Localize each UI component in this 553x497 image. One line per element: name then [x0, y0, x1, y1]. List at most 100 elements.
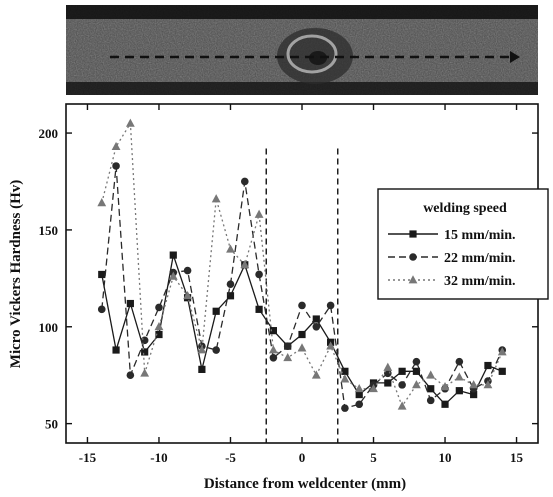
- data-point: [254, 209, 264, 218]
- data-point: [97, 197, 107, 207]
- data-point: [112, 162, 120, 170]
- data-point: [397, 401, 407, 410]
- data-point: [355, 400, 364, 409]
- data-point: [197, 345, 207, 354]
- data-point: [111, 141, 121, 151]
- data-point: [240, 259, 250, 269]
- data-point: [341, 367, 349, 375]
- data-point: [212, 307, 220, 315]
- data-point: [384, 379, 392, 387]
- data-point: [298, 330, 306, 339]
- data-point: [226, 280, 235, 288]
- data-point: [155, 303, 163, 312]
- y-axis-label: Micro Vickers Hardness (Hv): [8, 180, 24, 368]
- data-point: [484, 361, 492, 370]
- data-point: [269, 353, 278, 362]
- data-point: [183, 290, 192, 300]
- legend: welding speed 15 mm/min. 22 mm/min. 32 mm/m…: [377, 188, 549, 300]
- data-point: [426, 370, 436, 379]
- data-point: [355, 390, 363, 399]
- data-point: [283, 342, 292, 350]
- legend-box: [377, 188, 549, 300]
- data-point: [297, 343, 307, 352]
- data-point: [426, 396, 435, 405]
- series-line: [101, 121, 503, 408]
- data-point: [183, 266, 192, 275]
- data-point: [455, 387, 463, 395]
- legend-marker: [409, 230, 417, 238]
- data-point: [283, 352, 293, 362]
- arrow-head-icon: [510, 51, 520, 63]
- data-point: [298, 301, 306, 310]
- data-point: [154, 321, 164, 331]
- data-point: [255, 270, 263, 279]
- legend-title: welding speed: [423, 201, 507, 216]
- y-tick-label: 200: [39, 126, 59, 141]
- data-point: [341, 404, 349, 412]
- data-point: [440, 382, 450, 391]
- data-point: [269, 327, 277, 335]
- data-point: [369, 383, 378, 393]
- data-point: [454, 372, 464, 381]
- y-tick-label: 50: [45, 417, 58, 432]
- y-tick-label: 100: [39, 320, 59, 335]
- data-point: [470, 390, 478, 399]
- data-point: [226, 292, 235, 300]
- axes: -15 -10 -5 0 5 10 15 50 100 150 200: [39, 104, 538, 465]
- data-point: [469, 380, 479, 389]
- data-point: [211, 194, 221, 203]
- data-point: [412, 357, 421, 366]
- data-point: [98, 270, 106, 279]
- x-tick-label: 15: [510, 450, 524, 465]
- data-point: [112, 346, 120, 354]
- x-tick-label: -15: [79, 450, 97, 465]
- data-point: [140, 336, 149, 345]
- x-tick-label: -10: [150, 450, 167, 465]
- data-point: [255, 305, 263, 313]
- data-point: [483, 380, 493, 389]
- data-point: [141, 348, 149, 356]
- legend-entry: 22 mm/min.: [444, 251, 516, 266]
- x-tick-label: 0: [299, 450, 306, 465]
- data-point: [441, 400, 449, 408]
- data-point: [226, 244, 235, 253]
- data-point: [340, 374, 350, 383]
- x-tick-label: 5: [370, 450, 377, 465]
- data-point: [268, 345, 278, 354]
- data-point: [97, 305, 106, 314]
- data-point: [398, 367, 406, 375]
- data-point: [312, 322, 321, 331]
- data-point: [311, 370, 321, 379]
- data-point: [383, 362, 393, 371]
- data-point: [126, 299, 134, 308]
- x-tick-label: 10: [439, 450, 452, 465]
- x-tick-label: -5: [225, 450, 236, 465]
- data-point: [497, 347, 507, 356]
- data-point: [125, 118, 135, 127]
- legend-entry: 32 mm/min.: [444, 274, 516, 289]
- data-point: [169, 251, 177, 259]
- x-axis-label: Distance from weldcenter (mm): [204, 476, 406, 492]
- legend-entry: 15 mm/min.: [444, 228, 516, 243]
- data-point: [326, 301, 335, 310]
- data-point: [155, 330, 163, 339]
- data-point: [140, 368, 150, 377]
- data-point: [427, 385, 435, 393]
- data-point: [126, 371, 135, 380]
- reference-lines: [265, 148, 339, 443]
- data-point: [168, 271, 178, 280]
- data-point: [198, 365, 206, 373]
- data-point: [212, 346, 220, 354]
- data-point: [412, 367, 421, 375]
- legend-marker: [409, 253, 417, 261]
- data-point: [354, 383, 364, 393]
- data-point: [312, 315, 320, 323]
- data-point: [398, 381, 406, 389]
- weld-micrograph: [66, 5, 538, 95]
- data-point: [498, 367, 506, 375]
- data-point: [455, 357, 464, 366]
- data-point: [240, 177, 249, 186]
- data-point: [412, 380, 421, 389]
- series-3: [97, 118, 507, 410]
